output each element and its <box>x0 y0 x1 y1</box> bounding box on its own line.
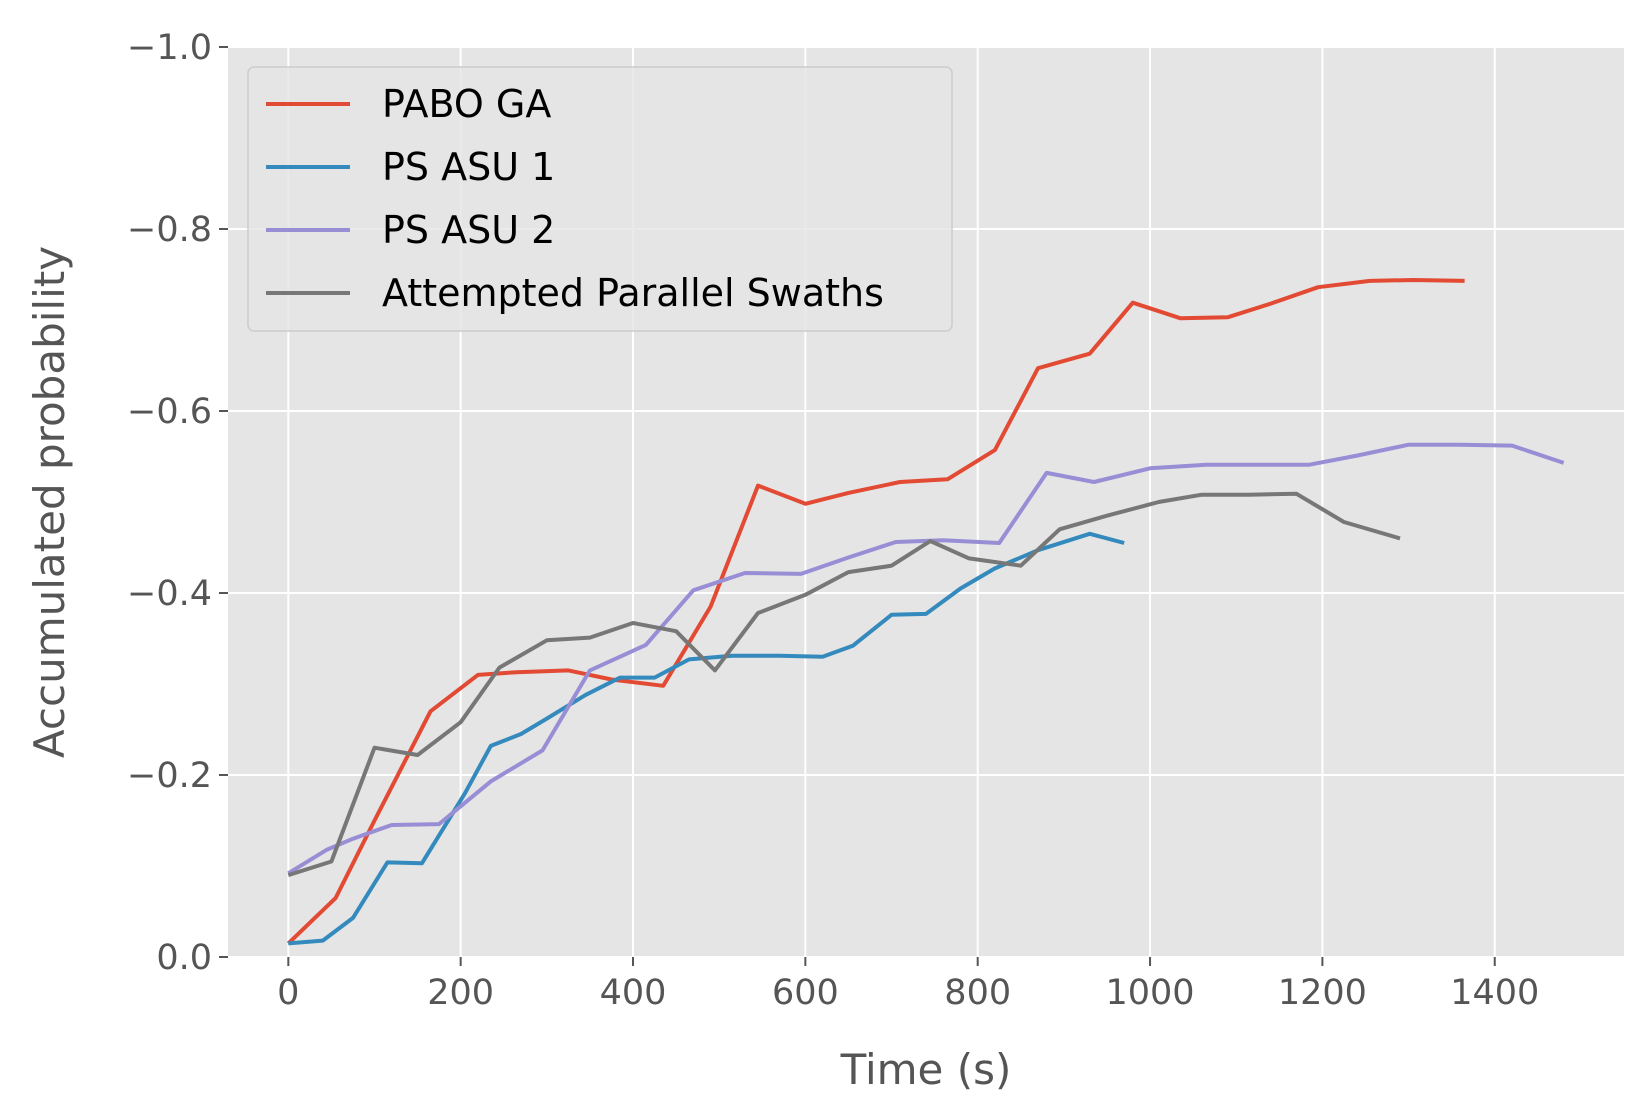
series-line-1 <box>286 278 1465 945</box>
y-tick-label: −0.4 <box>127 574 212 614</box>
legend-label: Attempted Parallel Swaths <box>382 271 884 315</box>
y-tick-label: −0.6 <box>127 392 212 432</box>
legend-label: PS ASU 2 <box>382 208 555 252</box>
axis-ticks: 0 200 400 600 800 1000 1200 1400 0.0 −0.2 −0.4 −0.6… <box>127 28 1539 1013</box>
x-tick-label: 200 <box>427 973 494 1013</box>
x-tick-label: 800 <box>944 973 1011 1013</box>
legend: PABO GA PS ASU 1 PS ASU 2 Attempted Paralle… <box>247 66 953 332</box>
series-line-3 <box>287 442 1565 876</box>
x-tick-label: 1000 <box>1106 973 1195 1013</box>
y-axis-label: Accumulated probability <box>25 246 74 758</box>
legend-label: PABO GA <box>382 82 551 126</box>
x-tick-label: 1400 <box>1450 973 1539 1013</box>
x-axis-label: Time (s) <box>840 1045 1012 1094</box>
legend-box <box>247 66 953 332</box>
x-tick-label: 1200 <box>1278 973 1367 1013</box>
legend-label: PS ASU 1 <box>382 145 555 189</box>
series-line-2 <box>288 531 1125 946</box>
series-layer <box>286 278 1565 946</box>
x-tick-label: 0 <box>277 973 299 1013</box>
x-tick-label: 600 <box>772 973 839 1013</box>
y-tick-label: −1.0 <box>127 28 212 68</box>
y-tick-label: 0.0 <box>156 938 212 978</box>
y-tick-label: −0.8 <box>127 210 212 250</box>
x-tick-label: 400 <box>600 973 667 1013</box>
y-tick-label: −0.2 <box>127 756 212 796</box>
series-line-4 <box>287 491 1401 878</box>
